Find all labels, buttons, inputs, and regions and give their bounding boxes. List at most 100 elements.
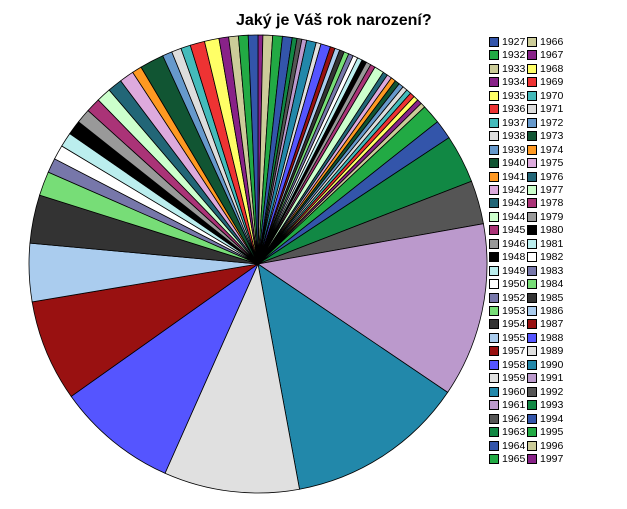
legend-swatch-1941 — [489, 171, 499, 182]
legend-swatch-1963 — [489, 427, 499, 438]
legend-swatch-1927 — [489, 37, 499, 47]
legend-label-1962: 1962 — [502, 412, 526, 425]
chart-title: Jaký je Váš rok narození? — [0, 12, 627, 30]
legend-swatch-1977 — [527, 184, 537, 195]
legend-item-1927: 1927 — [489, 36, 525, 49]
legend-swatch-1975 — [527, 158, 537, 169]
legend-swatch-1960 — [489, 386, 499, 397]
legend-label-1959: 1959 — [502, 372, 526, 385]
legend-swatch-1946 — [489, 238, 499, 249]
legend-swatch-1982 — [527, 252, 537, 263]
legend: 1927 1932 1933 1934 1935 1936 1937 1938 1939 1940… — [489, 36, 625, 468]
pie-slice-1957 — [31, 263, 259, 397]
legend-label-1982: 1982 — [540, 251, 564, 264]
legend-item-1981: 1981 — [527, 238, 563, 251]
legend-label-1995: 1995 — [540, 426, 564, 439]
legend-label-1965: 1965 — [502, 452, 526, 465]
legend-swatch-1988 — [527, 332, 537, 343]
legend-swatch-1997 — [527, 453, 537, 464]
legend-item-1985: 1985 — [527, 292, 563, 305]
legend-item-1950: 1950 — [489, 278, 525, 291]
legend-item-1970: 1970 — [527, 90, 563, 103]
legend-label-1974: 1974 — [540, 143, 564, 156]
legend-label-1990: 1990 — [540, 358, 564, 371]
legend-swatch-1976 — [527, 171, 537, 182]
legend-item-1980: 1980 — [527, 224, 563, 237]
legend-label-1939: 1939 — [502, 143, 526, 156]
legend-swatch-1938 — [489, 131, 499, 142]
legend-item-1974: 1974 — [527, 144, 563, 157]
legend-label-1979: 1979 — [540, 210, 564, 223]
legend-item-1964: 1964 — [489, 440, 525, 453]
pie-slice-1927 — [247, 34, 259, 265]
legend-item-1949: 1949 — [489, 265, 525, 278]
legend-swatch-1992 — [527, 386, 537, 397]
legend-swatch-1957 — [489, 346, 499, 357]
legend-label-1975: 1975 — [540, 157, 564, 170]
legend-label-1948: 1948 — [502, 251, 526, 264]
legend-item-1994: 1994 — [527, 413, 563, 426]
pie-slice-1958 — [70, 262, 259, 474]
legend-swatch-1952 — [489, 292, 499, 303]
legend-item-1938: 1938 — [489, 130, 525, 143]
legend-label-1966: 1966 — [540, 36, 564, 48]
legend-swatch-1940 — [489, 158, 499, 169]
legend-label-1957: 1957 — [502, 345, 526, 358]
legend-item-1992: 1992 — [527, 386, 563, 399]
legend-item-1957: 1957 — [489, 345, 525, 358]
legend-label-1973: 1973 — [540, 130, 564, 143]
legend-swatch-1959 — [489, 373, 499, 384]
legend-label-1942: 1942 — [502, 183, 526, 196]
legend-item-1977: 1977 — [527, 184, 563, 197]
legend-label-1964: 1964 — [502, 439, 526, 452]
legend-swatch-1974 — [527, 144, 537, 155]
legend-label-1944: 1944 — [502, 210, 526, 223]
legend-item-1993: 1993 — [527, 399, 563, 412]
legend-item-1988: 1988 — [527, 332, 563, 345]
legend-label-1935: 1935 — [502, 89, 526, 102]
legend-item-1943: 1943 — [489, 197, 525, 210]
legend-swatch-1955 — [489, 332, 499, 343]
pie-slice-1961 — [256, 223, 488, 393]
legend-label-1953: 1953 — [502, 305, 526, 317]
legend-item-1958: 1958 — [489, 359, 525, 372]
legend-item-1965: 1965 — [489, 453, 525, 466]
legend-item-1948: 1948 — [489, 251, 525, 264]
legend-item-1934: 1934 — [489, 76, 525, 89]
legend-label-1932: 1932 — [502, 49, 526, 62]
legend-swatch-1939 — [489, 144, 499, 155]
legend-label-1950: 1950 — [502, 278, 526, 291]
legend-label-1969: 1969 — [540, 76, 564, 89]
legend-label-1952: 1952 — [502, 291, 526, 304]
legend-swatch-1949 — [489, 265, 499, 276]
legend-item-1979: 1979 — [527, 211, 563, 224]
legend-label-1934: 1934 — [502, 76, 526, 89]
legend-label-1933: 1933 — [502, 62, 526, 75]
legend-swatch-1944 — [489, 211, 499, 222]
legend-item-1940: 1940 — [489, 157, 525, 170]
legend-item-1971: 1971 — [527, 103, 563, 116]
legend-item-1962: 1962 — [489, 413, 525, 426]
legend-label-1997: 1997 — [540, 452, 564, 465]
legend-item-1982: 1982 — [527, 251, 563, 264]
legend-swatch-1962 — [489, 413, 499, 424]
legend-label-1955: 1955 — [502, 331, 526, 344]
legend-item-1936: 1936 — [489, 103, 525, 116]
legend-swatch-1987 — [527, 319, 537, 330]
legend-swatch-1985 — [527, 292, 537, 303]
legend-swatch-1971 — [527, 104, 537, 115]
legend-swatch-1996 — [527, 440, 537, 451]
legend-item-1978: 1978 — [527, 197, 563, 210]
legend-swatch-1979 — [527, 211, 537, 222]
legend-label-1991: 1991 — [540, 372, 564, 385]
legend-swatch-1932 — [489, 50, 499, 61]
legend-label-1976: 1976 — [540, 170, 564, 183]
legend-swatch-1966 — [527, 37, 537, 47]
legend-item-1991: 1991 — [527, 372, 563, 385]
legend-item-1963: 1963 — [489, 426, 525, 439]
legend-label-1958: 1958 — [502, 358, 526, 371]
legend-item-1954: 1954 — [489, 318, 525, 331]
legend-item-1987: 1987 — [527, 318, 563, 331]
legend-swatch-1989 — [527, 346, 537, 357]
